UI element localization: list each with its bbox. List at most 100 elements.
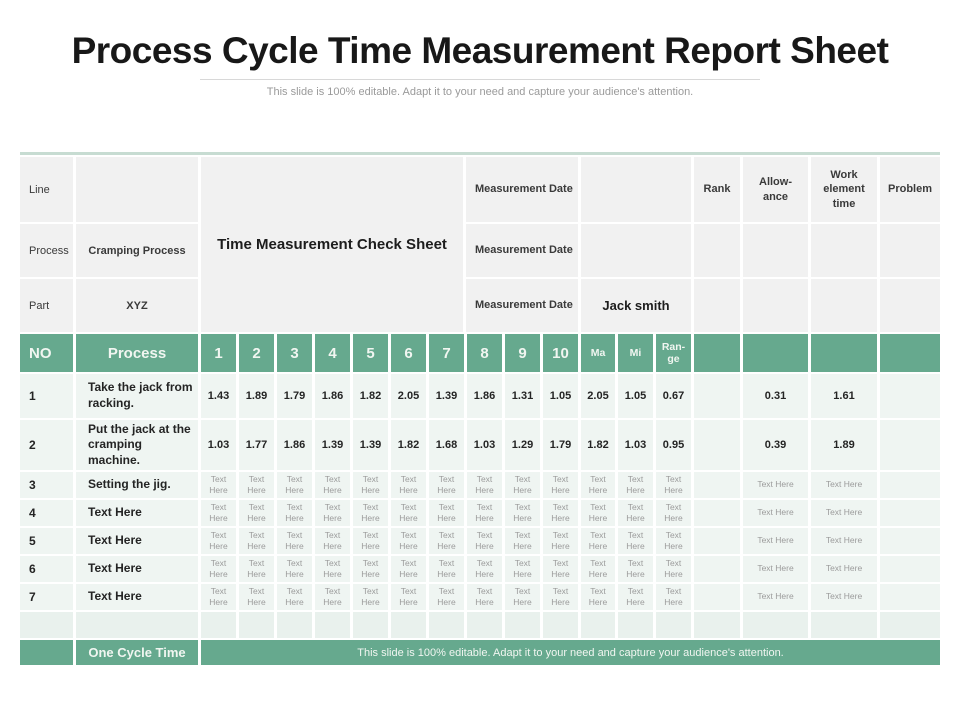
problem-value	[880, 374, 940, 418]
info-cell-empty	[743, 279, 808, 332]
spacer-cell	[880, 612, 940, 638]
measurement-date-label-2: Measurement Date	[466, 224, 578, 277]
allowance-value: 0.39	[743, 420, 808, 470]
table-header-empty-18	[880, 334, 940, 372]
measurement-value: Text Here	[581, 584, 615, 610]
measurement-value: Text Here	[315, 472, 350, 498]
measurement-value: Text Here	[505, 472, 540, 498]
measurement-value: Text Here	[618, 472, 653, 498]
measurement-value: Text Here	[353, 472, 388, 498]
measurement-value: Text Here	[429, 528, 464, 554]
measurement-value: 1.39	[315, 420, 350, 470]
measurement-value: Text Here	[201, 584, 236, 610]
work-element-time-value: Text Here	[811, 472, 877, 498]
problem-value	[880, 472, 940, 498]
measurement-value: Text Here	[429, 472, 464, 498]
measurement-value: 1.68	[429, 420, 464, 470]
info-label-part: Part	[20, 279, 73, 332]
measurement-value: Text Here	[505, 584, 540, 610]
measurement-value: Text Here	[315, 556, 350, 582]
row-number: 6	[20, 556, 73, 582]
measurement-value: Text Here	[505, 500, 540, 526]
measurement-value: 1.79	[543, 420, 578, 470]
measurement-value: Text Here	[429, 584, 464, 610]
measurement-value: Text Here	[391, 500, 426, 526]
process-name: Put the jack at the cramping machine.	[76, 420, 198, 470]
measurement-value: Text Here	[391, 528, 426, 554]
info-cell-empty	[743, 224, 808, 277]
table-header-process: Process	[76, 334, 198, 372]
table-header-empty-17	[811, 334, 877, 372]
info-value-process: Cramping Process	[76, 224, 198, 277]
row-number: 7	[20, 584, 73, 610]
spacer-cell	[581, 612, 615, 638]
measurement-value: 1.05	[543, 374, 578, 418]
allowance-value: Text Here	[743, 528, 808, 554]
measurement-value: Text Here	[391, 556, 426, 582]
measurement-value: Text Here	[505, 528, 540, 554]
row-number: 3	[20, 472, 73, 498]
spacer-cell	[239, 612, 274, 638]
column-header-work-element-time: Work element time	[811, 157, 877, 222]
measurement-value: Text Here	[239, 556, 274, 582]
rank-value	[694, 472, 740, 498]
measurement-value: Text Here	[239, 500, 274, 526]
table-header-ran-ge: Ran-ge	[656, 334, 691, 372]
row-number: 1	[20, 374, 73, 418]
measurement-value: Text Here	[353, 528, 388, 554]
work-element-time-value: 1.61	[811, 374, 877, 418]
measurement-value: Text Here	[201, 500, 236, 526]
work-element-time-value: Text Here	[811, 556, 877, 582]
title-divider	[200, 79, 760, 80]
measurement-value: 1.03	[618, 420, 653, 470]
problem-value	[880, 420, 940, 470]
measurement-value: Text Here	[277, 528, 312, 554]
rank-value	[694, 556, 740, 582]
measurement-value: Text Here	[201, 472, 236, 498]
column-header-problem: Problem	[880, 157, 940, 222]
process-name: Text Here	[76, 584, 198, 610]
spacer-cell	[743, 612, 808, 638]
footer-spacer-cell	[20, 640, 73, 665]
measurement-value: Text Here	[543, 528, 578, 554]
measurement-value: Text Here	[543, 584, 578, 610]
table-top-border	[20, 152, 940, 155]
measurement-value: Text Here	[467, 472, 502, 498]
column-header-allowance: Allow-ance	[743, 157, 808, 222]
measurement-value: 1.39	[429, 374, 464, 418]
check-sheet-title: Time Measurement Check Sheet	[201, 157, 463, 332]
measurement-value: 1.82	[581, 420, 615, 470]
measurement-value: Text Here	[467, 528, 502, 554]
measurement-value: Text Here	[505, 556, 540, 582]
measurement-value: 0.95	[656, 420, 691, 470]
measurement-value: Text Here	[277, 556, 312, 582]
measurement-value: 1.86	[467, 374, 502, 418]
measurement-value: Text Here	[277, 500, 312, 526]
measurement-value: 1.77	[239, 420, 274, 470]
spacer-cell	[467, 612, 502, 638]
measurement-value: Text Here	[543, 472, 578, 498]
measurement-value: Text Here	[467, 556, 502, 582]
problem-value	[880, 584, 940, 610]
spacer-cell	[201, 612, 236, 638]
table-header-2: 2	[239, 334, 274, 372]
table-header-no: NO	[20, 334, 73, 372]
measurement-value: 1.39	[353, 420, 388, 470]
allowance-value: Text Here	[743, 500, 808, 526]
spacer-cell	[315, 612, 350, 638]
measurement-value: 1.86	[277, 420, 312, 470]
column-header-rank: Rank	[694, 157, 740, 222]
table-header-5: 5	[353, 334, 388, 372]
measurement-value: Text Here	[391, 584, 426, 610]
table-header-10: 10	[543, 334, 578, 372]
spacer-cell	[76, 612, 198, 638]
rank-value	[694, 420, 740, 470]
info-cell-empty	[880, 224, 940, 277]
measurement-value: Text Here	[656, 584, 691, 610]
measurement-value: Text Here	[353, 556, 388, 582]
measurement-value: 1.43	[201, 374, 236, 418]
info-cell-empty	[811, 279, 877, 332]
measurement-value: Text Here	[618, 528, 653, 554]
table-header-empty-16	[743, 334, 808, 372]
